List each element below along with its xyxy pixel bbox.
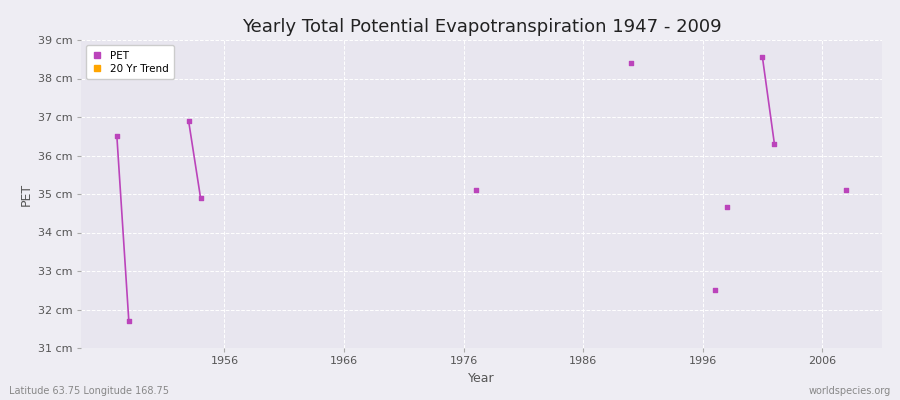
Y-axis label: PET: PET	[20, 182, 32, 206]
Text: worldspecies.org: worldspecies.org	[809, 386, 891, 396]
Legend: PET, 20 Yr Trend: PET, 20 Yr Trend	[86, 45, 174, 79]
Point	[755, 54, 770, 60]
Point	[839, 187, 853, 193]
Point	[707, 287, 722, 294]
Point	[122, 318, 136, 324]
Point	[110, 133, 124, 140]
Title: Yearly Total Potential Evapotranspiration 1947 - 2009: Yearly Total Potential Evapotranspiratio…	[242, 18, 721, 36]
Point	[194, 195, 208, 201]
X-axis label: Year: Year	[468, 372, 495, 385]
Point	[767, 141, 781, 147]
Point	[182, 118, 196, 124]
Text: Latitude 63.75 Longitude 168.75: Latitude 63.75 Longitude 168.75	[9, 386, 169, 396]
Point	[719, 204, 733, 211]
Point	[468, 187, 482, 193]
Point	[624, 60, 638, 66]
